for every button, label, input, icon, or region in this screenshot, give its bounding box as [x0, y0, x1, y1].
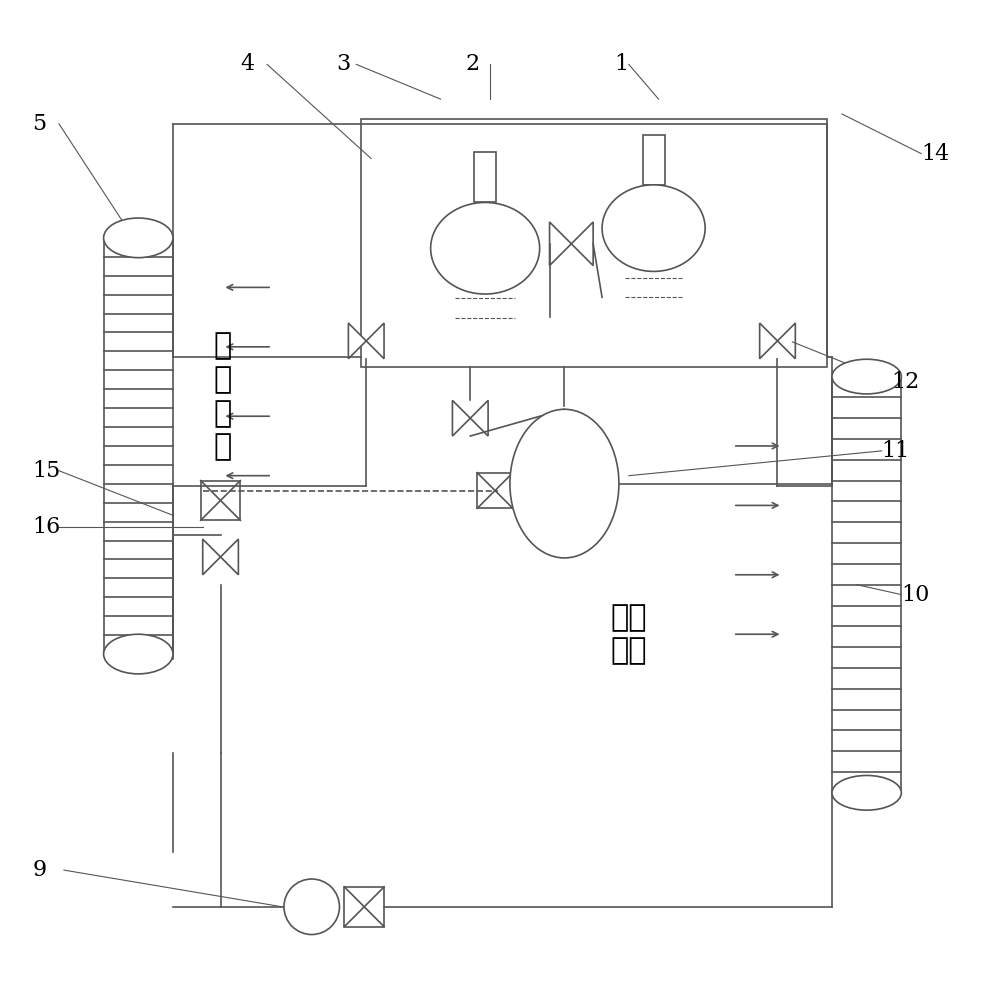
Polygon shape	[470, 400, 488, 436]
Polygon shape	[366, 323, 384, 359]
Text: 4: 4	[240, 54, 254, 75]
Text: 室
外
空
气: 室 外 空 气	[213, 332, 232, 461]
Bar	[474, 153, 496, 202]
Text: 12: 12	[891, 371, 920, 392]
Text: 3: 3	[336, 54, 351, 75]
Text: 10: 10	[901, 584, 930, 606]
Ellipse shape	[104, 218, 173, 258]
Text: 室内
空气: 室内 空气	[611, 603, 647, 666]
Text: 14: 14	[921, 143, 949, 165]
Text: 5: 5	[32, 113, 46, 135]
Ellipse shape	[602, 185, 705, 272]
Text: 11: 11	[882, 440, 910, 462]
Polygon shape	[452, 400, 470, 436]
Text: 16: 16	[32, 516, 60, 538]
Ellipse shape	[431, 202, 540, 294]
Ellipse shape	[104, 634, 173, 674]
Text: 1: 1	[614, 54, 628, 75]
Bar	[477, 473, 513, 508]
Polygon shape	[777, 323, 795, 359]
Polygon shape	[571, 222, 593, 266]
Bar	[344, 887, 384, 927]
Text: 2: 2	[465, 54, 479, 75]
Text: 9: 9	[32, 859, 46, 881]
Polygon shape	[550, 222, 571, 266]
Bar	[643, 135, 665, 184]
Polygon shape	[221, 539, 238, 575]
Polygon shape	[760, 323, 777, 359]
Text: 15: 15	[32, 460, 60, 482]
Polygon shape	[348, 323, 366, 359]
Ellipse shape	[832, 360, 901, 393]
Ellipse shape	[832, 775, 901, 811]
Circle shape	[284, 879, 339, 935]
Polygon shape	[203, 539, 221, 575]
Ellipse shape	[510, 409, 619, 558]
Bar	[201, 481, 240, 520]
Bar	[361, 119, 827, 367]
